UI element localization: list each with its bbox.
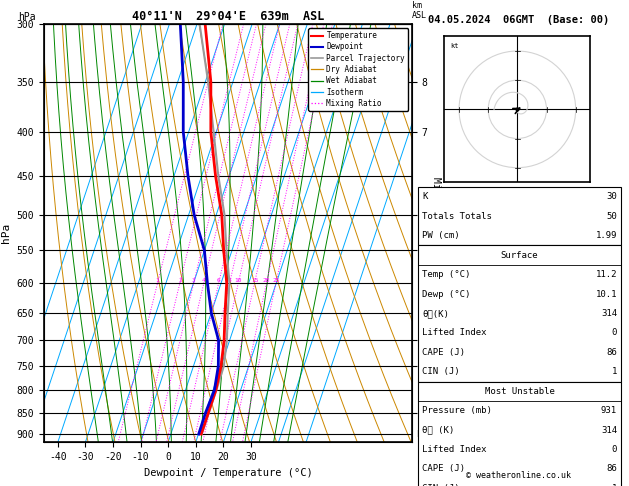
Text: Lifted Index: Lifted Index <box>422 329 487 337</box>
Text: CIN (J): CIN (J) <box>422 367 460 376</box>
Text: CIN (J): CIN (J) <box>422 484 460 486</box>
Y-axis label: Mixing Ratio (g/kg): Mixing Ratio (g/kg) <box>431 177 442 289</box>
Text: 15: 15 <box>251 278 259 283</box>
Y-axis label: hPa: hPa <box>1 223 11 243</box>
Text: km
ASL: km ASL <box>412 0 427 20</box>
Text: PW (cm): PW (cm) <box>422 231 460 240</box>
Text: 2: 2 <box>178 278 182 283</box>
Text: Totals Totals: Totals Totals <box>422 212 492 221</box>
Text: CAPE (J): CAPE (J) <box>422 348 465 357</box>
Text: 20: 20 <box>263 278 270 283</box>
Text: θᴇ(K): θᴇ(K) <box>422 309 449 318</box>
Text: 8: 8 <box>228 278 231 283</box>
Text: 30: 30 <box>606 192 617 201</box>
Text: K: K <box>422 192 428 201</box>
Text: © weatheronline.co.uk: © weatheronline.co.uk <box>467 471 571 480</box>
Text: 314: 314 <box>601 309 617 318</box>
Text: kt: kt <box>450 43 459 49</box>
Text: 04.05.2024  06GMT  (Base: 00): 04.05.2024 06GMT (Base: 00) <box>428 15 610 25</box>
Text: 931: 931 <box>601 406 617 415</box>
Text: 1.99: 1.99 <box>596 231 617 240</box>
Text: 1: 1 <box>611 484 617 486</box>
Text: Lifted Index: Lifted Index <box>422 445 487 454</box>
Text: 6: 6 <box>217 278 221 283</box>
Text: LCL: LCL <box>416 430 431 438</box>
Text: 86: 86 <box>606 465 617 473</box>
Text: 4: 4 <box>202 278 206 283</box>
Text: 25: 25 <box>272 278 280 283</box>
X-axis label: Dewpoint / Temperature (°C): Dewpoint / Temperature (°C) <box>143 468 313 478</box>
Text: Temp (°C): Temp (°C) <box>422 270 470 279</box>
Title: 40°11'N  29°04'E  639m  ASL: 40°11'N 29°04'E 639m ASL <box>132 10 324 23</box>
Text: 1: 1 <box>611 367 617 376</box>
Text: 86: 86 <box>606 348 617 357</box>
Text: hPa: hPa <box>18 12 36 22</box>
Text: 3: 3 <box>192 278 196 283</box>
Legend: Temperature, Dewpoint, Parcel Trajectory, Dry Adiabat, Wet Adiabat, Isotherm, Mi: Temperature, Dewpoint, Parcel Trajectory… <box>308 28 408 111</box>
Text: 10: 10 <box>235 278 242 283</box>
Text: 10.1: 10.1 <box>596 290 617 298</box>
Text: Pressure (mb): Pressure (mb) <box>422 406 492 415</box>
Text: Dewp (°C): Dewp (°C) <box>422 290 470 298</box>
Text: Most Unstable: Most Unstable <box>484 387 555 396</box>
Text: 1: 1 <box>156 278 160 283</box>
Text: CAPE (J): CAPE (J) <box>422 465 465 473</box>
Text: 11.2: 11.2 <box>596 270 617 279</box>
Text: 0: 0 <box>611 329 617 337</box>
Text: 0: 0 <box>611 445 617 454</box>
Text: Surface: Surface <box>501 251 538 260</box>
Text: θᴇ (K): θᴇ (K) <box>422 426 454 434</box>
Text: 314: 314 <box>601 426 617 434</box>
Text: 50: 50 <box>606 212 617 221</box>
